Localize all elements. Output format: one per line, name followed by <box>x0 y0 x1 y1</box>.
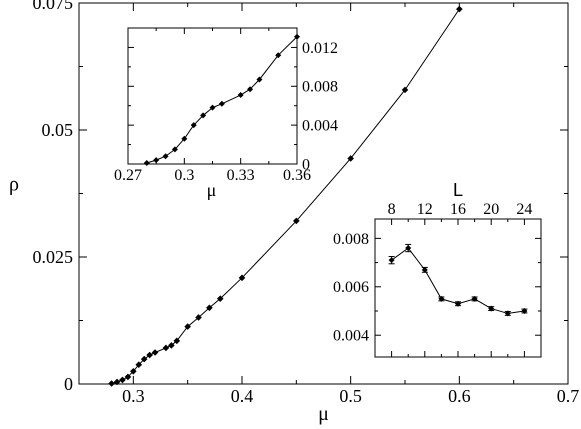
data-point <box>143 160 150 167</box>
data-point <box>455 300 461 307</box>
x-tick-label: 0.5 <box>339 386 362 406</box>
data-point <box>108 380 115 387</box>
x-tick-label: 16 <box>450 201 466 218</box>
y-tick-label: 0.008 <box>302 79 338 96</box>
data-point <box>293 217 300 225</box>
y-tick-label: 0.004 <box>302 118 338 135</box>
data-point <box>438 295 445 302</box>
data-point <box>256 76 263 83</box>
data-point <box>124 373 132 381</box>
y-tick-label: 0.008 <box>333 231 369 248</box>
data-point <box>119 376 126 384</box>
x-tick-label: 24 <box>516 201 532 218</box>
x-tick-label: 0.4 <box>231 386 254 406</box>
data-point <box>216 295 224 302</box>
x-tick-label: 0.3 <box>122 386 145 406</box>
data-point <box>238 274 246 282</box>
y-tick-label: 0.025 <box>33 247 74 267</box>
x-tick-label: 0.7 <box>557 386 580 406</box>
y-axis-title: ρ <box>9 174 19 196</box>
data-point <box>195 314 202 321</box>
data-point <box>471 295 478 302</box>
data-point <box>162 344 170 352</box>
data-point <box>171 146 178 153</box>
data-point <box>184 323 191 330</box>
x-tick-label: 0.6 <box>448 386 471 406</box>
data-point <box>488 305 495 312</box>
data-point <box>146 351 153 359</box>
data-point <box>200 112 207 119</box>
data-point <box>456 5 463 13</box>
x-tick-label: 0.27 <box>114 167 142 184</box>
data-point <box>421 266 428 273</box>
x-axis-title: L <box>453 180 463 200</box>
data-point <box>347 155 354 162</box>
x-tick-label: 0.33 <box>227 167 255 184</box>
data-point <box>181 135 188 142</box>
data-point <box>405 245 412 252</box>
data-point <box>153 157 160 164</box>
data-point <box>504 310 511 317</box>
data-point <box>130 368 137 375</box>
y-tick-label: 0.075 <box>33 0 74 13</box>
data-point <box>218 100 225 107</box>
x-tick-label: 12 <box>417 201 433 218</box>
plot-frame <box>78 2 569 385</box>
y-tick-label: 0.012 <box>302 40 338 57</box>
data-point <box>521 308 528 314</box>
data-point <box>140 355 148 363</box>
data-point <box>190 122 197 129</box>
y-tick-label: 0.004 <box>333 328 369 345</box>
data-point <box>206 304 213 312</box>
series-line <box>111 8 460 384</box>
data-point <box>294 33 300 40</box>
data-point <box>401 86 409 94</box>
data-point <box>168 342 175 349</box>
data-point <box>209 104 216 111</box>
x-tick-label: 0.3 <box>174 167 194 184</box>
plot-frame <box>127 27 298 165</box>
plot-frame <box>374 218 542 358</box>
y-tick-label: 0.05 <box>42 120 74 140</box>
data-point <box>162 153 169 160</box>
x-tick-label: 20 <box>483 201 499 218</box>
y-tick-label: 0.006 <box>333 279 369 296</box>
y-tick-label: 0 <box>64 374 73 394</box>
x-tick-label: 0.36 <box>283 167 311 184</box>
series-line <box>146 36 298 164</box>
y-tick-label: 0 <box>302 156 310 173</box>
data-point <box>275 52 282 59</box>
inset-right-chart: 8 12 16 20 24 0.004 0.006 0.008 L <box>333 180 542 358</box>
data-point <box>151 349 159 356</box>
x-axis-title: μ <box>207 180 217 200</box>
data-point <box>388 257 395 264</box>
x-axis-title: μ <box>318 403 329 425</box>
data-point <box>237 92 244 99</box>
x-tick-label: 8 <box>388 201 396 218</box>
main-chart: 0.3 0.4 0.5 0.6 0.7 0 0.025 0.05 0.075 μ ρ <box>9 0 579 425</box>
inset-left-chart: 0.27 0.3 0.33 0.360 0.004 0.008 0.012 μ <box>114 27 338 200</box>
data-point <box>247 86 254 93</box>
data-point <box>113 378 121 386</box>
data-point <box>135 361 143 368</box>
data-point <box>173 337 181 345</box>
